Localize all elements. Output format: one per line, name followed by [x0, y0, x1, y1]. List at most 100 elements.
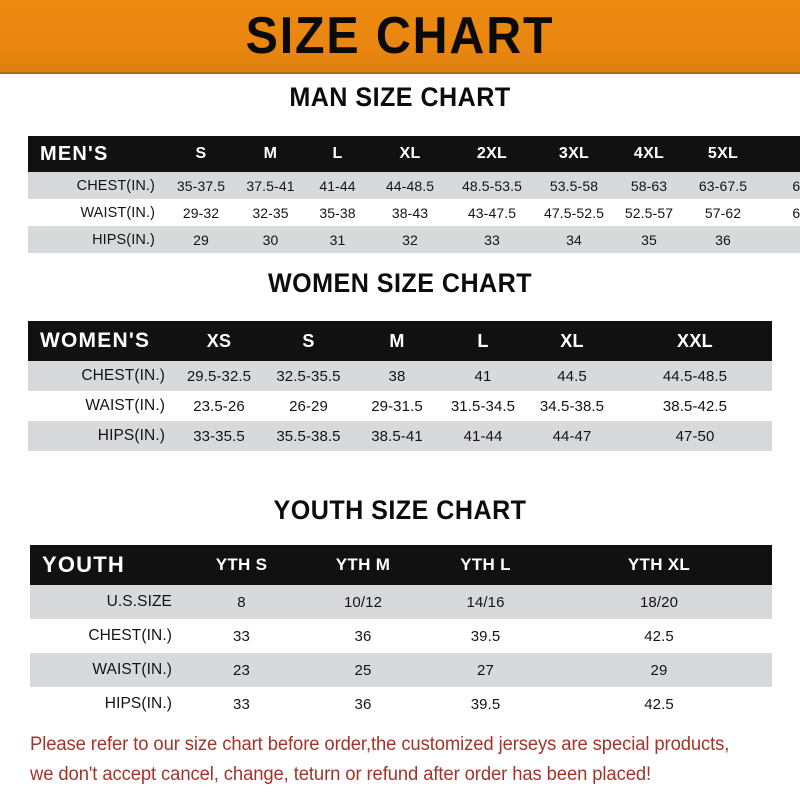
men-cell-2-7: 36 [715, 231, 731, 248]
youth-size-table: YOUTH YTH S YTH M YTH L YTH XL U.S.SIZE … [30, 545, 772, 721]
youth-row-label-0: U.S.SIZE [106, 593, 172, 610]
men-cell-0-5: 53.5-58 [549, 177, 599, 194]
youth-col-header-2: YTH L [460, 555, 511, 574]
youth-cell-2-3: 29 [650, 661, 668, 679]
men-col-header-8: 6XL [761, 136, 800, 172]
men-cell-1-6: 52.5-57 [624, 204, 674, 221]
banner: SIZE CHART [0, 0, 800, 74]
women-cell-2-3: 41-44 [463, 427, 503, 445]
men-cell-2-5: 34 [566, 231, 582, 248]
table-row: HIPS(IN.) 33 36 39.5 42.5 [30, 687, 772, 721]
women-section-title: WOMEN SIZE CHART [267, 268, 533, 298]
women-cell-2-0: 33-35.5 [193, 427, 245, 445]
youth-cell-0-0: 8 [237, 593, 246, 611]
men-cell-0-7: 63-67.5 [698, 177, 748, 194]
youth-col-header-3: YTH XL [627, 555, 691, 574]
banner-title: SIZE CHART [245, 7, 555, 65]
men-cell-0-6: 58-63 [630, 177, 668, 194]
women-cell-0-0: 29.5-32.5 [186, 367, 252, 385]
men-cell-1-5: 47.5-52.5 [543, 204, 605, 221]
men-row-label-0: CHEST(IN.) [76, 177, 155, 194]
table-row: WAIST(IN.) 29-32 32-35 35-38 38-43 43-47… [28, 199, 800, 226]
youth-cell-1-0: 33 [233, 627, 250, 645]
youth-cell-3-3: 42.5 [644, 695, 674, 713]
women-cell-1-0: 23.5-26 [193, 397, 245, 415]
youth-cell-0-2: 14/16 [466, 593, 505, 611]
table-row: U.S.SIZE 8 10/12 14/16 18/20 [30, 585, 772, 619]
women-cell-1-2: 29-31.5 [371, 397, 423, 415]
table-row: CHEST(IN.) 33 36 39.5 42.5 [30, 619, 772, 653]
youth-cell-1-3: 42.5 [644, 627, 674, 645]
men-cell-1-1: 32-35 [252, 204, 289, 221]
women-cell-1-3: 31.5-34.5 [450, 397, 516, 415]
youth-row-label-1: CHEST(IN.) [88, 627, 172, 644]
women-cell-0-1: 32.5-35.5 [276, 367, 341, 385]
women-cell-1-1: 26-29 [289, 397, 328, 415]
men-cell-1-0: 29-32 [182, 204, 220, 221]
footer-note-line-2: we don't accept cancel, change, teturn o… [30, 764, 652, 785]
women-cell-1-5: 38.5-42.5 [662, 397, 728, 415]
men-size-table: MEN'S S M L XL 2XL 3XL 4XL 5XL 6XL CHEST… [28, 136, 800, 253]
women-col-header-3: L [477, 330, 489, 351]
men-cell-0-2: 41-44 [319, 177, 356, 194]
women-col-header-1: S [302, 330, 315, 351]
table-row: WAIST(IN.) 23 25 27 29 [30, 653, 772, 687]
men-col-header-6: 4XL [633, 145, 665, 162]
men-cell-1-3: 38-43 [391, 204, 429, 221]
youth-section-title: YOUTH SIZE CHART [273, 495, 527, 525]
youth-corner-label: YOUTH [42, 552, 125, 577]
youth-cell-3-1: 36 [354, 695, 372, 713]
men-col-header-1: M [263, 145, 278, 162]
men-cell-0-8: 67.5-72 [792, 177, 800, 194]
men-cell-0-3: 44-48.5 [385, 177, 435, 194]
youth-col-header-0: YTH S [215, 555, 268, 574]
table-row: HIPS(IN.) 33-35.5 35.5-38.5 38.5-41 41-4… [28, 421, 772, 451]
youth-cell-1-2: 39.5 [470, 627, 501, 645]
men-col-header-5: 3XL [558, 145, 590, 162]
youth-cell-1-1: 36 [354, 627, 372, 645]
table-row: HIPS(IN.) 29 30 31 32 33 34 35 36 37 [28, 226, 800, 253]
youth-cell-3-0: 33 [233, 695, 250, 713]
youth-cell-2-2: 27 [477, 661, 494, 679]
women-col-header-4: XL [560, 330, 584, 351]
men-cell-0-4: 48.5-53.5 [461, 177, 523, 194]
women-cell-0-2: 38 [388, 367, 406, 385]
women-cell-2-2: 38.5-41 [371, 427, 423, 445]
women-cell-1-4: 34.5-38.5 [539, 397, 605, 415]
women-col-header-0: XS [206, 330, 232, 351]
men-cell-2-4: 33 [484, 231, 500, 248]
footer-note-line-1: Please refer to our size chart before or… [30, 734, 730, 755]
women-cell-2-4: 44-47 [552, 427, 592, 445]
men-col-header-0: S [195, 145, 207, 162]
men-cell-1-4: 43-47.5 [467, 204, 517, 221]
men-col-header-3: XL [399, 145, 421, 162]
table-row: CHEST(IN.) 35-37.5 37.5-41 41-44 44-48.5… [28, 172, 800, 199]
youth-cell-3-2: 39.5 [470, 695, 501, 713]
women-cell-2-1: 35.5-38.5 [276, 427, 341, 445]
women-cell-2-5: 47-50 [675, 427, 715, 445]
men-cell-2-1: 30 [262, 231, 279, 248]
man-section-title: MAN SIZE CHART [289, 82, 511, 112]
men-cell-2-0: 29 [193, 231, 209, 248]
men-cell-1-7: 57-62 [704, 204, 742, 221]
men-col-header-7: 5XL [707, 145, 739, 162]
table-row: WAIST(IN.) 23.5-26 26-29 29-31.5 31.5-34… [28, 391, 772, 421]
men-col-header-2: L [332, 145, 343, 162]
women-corner-label: WOMEN'S [40, 329, 151, 352]
women-cell-0-4: 44.5 [557, 367, 587, 385]
youth-header-row: YOUTH YTH S YTH M YTH L YTH XL [30, 545, 772, 585]
men-cell-0-1: 37.5-41 [246, 177, 295, 194]
women-header-row: WOMEN'S XS S M L XL XXL [28, 321, 772, 361]
men-row-label-2: HIPS(IN.) [92, 231, 155, 248]
youth-row-label-3: HIPS(IN.) [104, 695, 172, 712]
women-row-label-1: WAIST(IN.) [85, 397, 165, 414]
men-cell-0-0: 35-37.5 [176, 177, 226, 194]
youth-row-label-2: WAIST(IN.) [92, 661, 172, 678]
men-cell-2-2: 31 [329, 231, 346, 248]
women-size-table: WOMEN'S XS S M L XL XXL CHEST(IN.) 29.5-… [28, 321, 772, 451]
women-row-label-2: HIPS(IN.) [97, 427, 165, 444]
women-cell-0-3: 41 [474, 367, 492, 385]
youth-cell-2-0: 23 [233, 661, 250, 679]
youth-col-header-1: YTH M [335, 555, 391, 574]
